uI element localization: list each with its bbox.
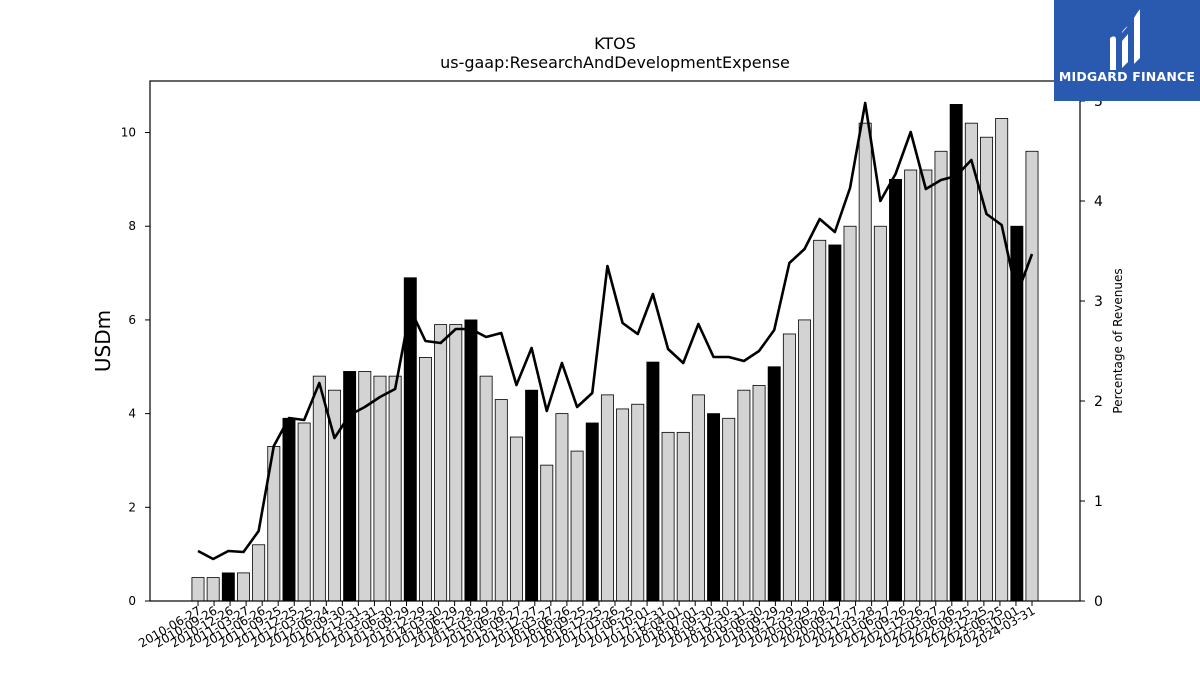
bar [691,394,705,602]
bar [312,375,326,602]
y-axis-label: USDm [91,310,115,372]
bar [934,150,948,602]
bar [843,225,857,602]
x-axis-ticks: 2010-06-272010-09-262010-12-262011-03-27… [136,601,1038,650]
bar [676,431,690,602]
bar [904,169,918,602]
y-tick-label: 0 [128,594,136,608]
bar [464,319,478,602]
brand-logo: MIDGARD FINANCE [1054,0,1200,101]
bar [373,375,387,602]
y2-tick-label: 0 [1094,594,1103,610]
bar [828,244,842,602]
bar [600,394,614,602]
bar [509,436,523,602]
chart-subtitle: us-gaap:ResearchAndDevelopmentExpense [440,53,790,72]
bar [252,544,266,602]
bar [616,408,630,602]
bar [570,450,584,602]
bar [555,413,569,602]
bar [646,361,660,602]
bar [707,413,721,602]
bar [221,572,235,602]
bar [297,422,311,602]
bar [479,375,493,602]
bar [525,389,539,602]
y-tick-label: 8 [128,219,136,233]
bar [995,118,1009,602]
bar [206,577,220,602]
chart-title: KTOS [594,34,636,53]
right-axis-ticks: 0 1 2 3 4 5 [1080,94,1103,610]
y2-tick-label: 1 [1094,494,1103,510]
bar [631,403,645,602]
bar [237,572,250,602]
y-tick-label: 6 [128,313,136,327]
logo-mark-icon [1110,9,1140,70]
y-tick-label: 2 [128,500,136,514]
y-tick-label: 10 [121,126,136,140]
bar [873,225,887,602]
bar [434,324,448,602]
y2-tick-label: 5 [1094,94,1103,110]
bar [980,136,993,602]
bar [661,431,675,602]
line-group [197,101,1034,561]
bar [449,324,463,602]
bar [418,356,432,602]
bar [388,375,402,602]
bar [858,122,872,602]
bar [191,577,205,602]
bar [889,178,902,602]
bar [782,333,796,602]
ratio-line [197,101,1034,561]
bar [798,319,812,602]
bar [1025,150,1039,602]
y2-tick-label: 4 [1094,194,1103,210]
left-axis-ticks: 0 2 4 6 8 10 [121,126,150,608]
bar [585,422,599,602]
bar [752,385,766,602]
bar [540,464,554,602]
bar [919,169,933,602]
bar [282,417,296,602]
bar [343,371,357,602]
bar [767,366,781,602]
bar [813,239,827,602]
y2-tick-label: 3 [1094,294,1103,310]
y2-tick-label: 2 [1094,394,1103,410]
bar [494,399,508,602]
bar [949,104,963,602]
bar-group [191,104,1039,602]
y2-axis-label: Percentage of Revenues [1111,268,1125,413]
bar [737,389,751,602]
bar [722,417,736,602]
y-tick-label: 4 [128,407,136,421]
logo-text: MIDGARD FINANCE [1058,69,1196,84]
bar [964,122,978,602]
